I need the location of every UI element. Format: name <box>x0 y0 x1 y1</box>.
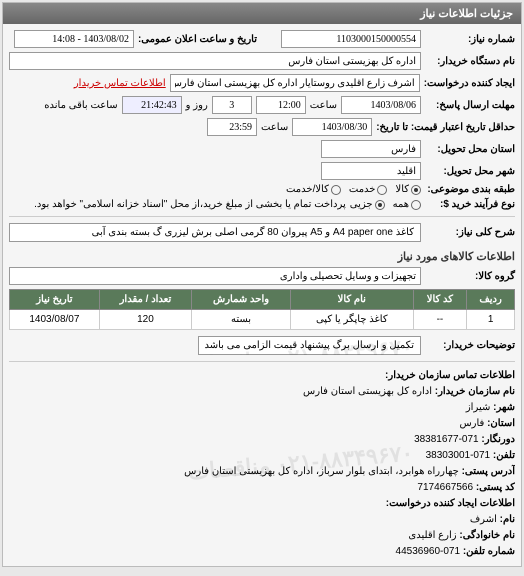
days-label: روز و <box>186 100 208 111</box>
deadline-date-input[interactable] <box>341 96 421 114</box>
need-code-value: کاغذ A4 paper one و A5 پیروان 80 گرمی اص… <box>9 223 421 242</box>
table-cell: کاغذ چاپگر یا کپی <box>291 310 414 330</box>
process-note: پرداخت تمام یا بخشی از مبلغ خرید،از محل … <box>34 199 346 210</box>
radio-khadamat[interactable]: خدمت <box>349 184 388 195</box>
contact-block: اطلاعات تماس سازمان خریدار: نام سازمان خ… <box>9 368 515 560</box>
table-row[interactable]: 1--کاغذ چاپگر یا کپیبسته1201403/08/07 <box>10 310 515 330</box>
address-value: چهارراه هوابرد، ابتدای بلوار سرباز، ادار… <box>184 466 459 477</box>
need-details-panel: جزئیات اطلاعات نیاز شماره نیاز: تاریخ و … <box>2 2 522 567</box>
process-label: نوع فرآیند خرید $: <box>425 199 515 210</box>
radio-dot-icon <box>377 185 387 195</box>
desc-value: تکمیل و ارسال برگ پیشنهاد قیمت الزامی می… <box>198 336 422 355</box>
contact-city-label: شهر: <box>493 402 515 413</box>
contact-province-value: فارس <box>459 418 484 429</box>
table-header: تعداد / مقدار <box>99 290 191 310</box>
table-header-row: ردیفکد کالانام کالاواحد شمارشتعداد / مقد… <box>10 290 515 310</box>
phone-value: 071-38303001 <box>426 450 491 461</box>
days-remaining-input[interactable] <box>212 96 252 114</box>
table-cell: بسته <box>192 310 291 330</box>
panel-title: جزئیات اطلاعات نیاز <box>3 3 521 24</box>
subject-type-label: طبقه بندی موضوعی: <box>425 184 515 195</box>
city-label: شهر محل تحویل: <box>425 166 515 177</box>
radio-kala-khadamat[interactable]: کالا/خدمت <box>286 184 341 195</box>
remain-time-input[interactable] <box>122 96 182 114</box>
creator-label: ایجاد کننده درخواست: <box>424 78 515 89</box>
panel-body: شماره نیاز: تاریخ و ساعت اعلان عمومی: نا… <box>3 24 521 566</box>
validity-time-input[interactable] <box>207 118 257 136</box>
family-value: زارع اقلیدی <box>408 530 456 541</box>
table-cell: 1 <box>467 310 515 330</box>
org-value: اداره کل بهزیستی استان فارس <box>303 386 432 397</box>
table-cell: 120 <box>99 310 191 330</box>
group-label: گروه کالا: <box>425 271 515 282</box>
org-label: نام سازمان خریدار: <box>435 386 515 397</box>
remain-label: ساعت باقی مانده <box>44 100 117 111</box>
province-input[interactable] <box>321 140 421 158</box>
radio-dot-icon <box>375 200 385 210</box>
name-label: نام: <box>500 514 515 525</box>
name-value: اشرف <box>470 514 497 525</box>
province-label: استان محل تحویل: <box>425 144 515 155</box>
req-no-input[interactable] <box>281 30 421 48</box>
creator-input[interactable] <box>170 74 420 92</box>
postal-value: 7174667566 <box>417 482 473 493</box>
contact-city-value: شیراز <box>466 402 491 413</box>
pub-datetime-input[interactable] <box>14 30 134 48</box>
table-header: کد کالا <box>413 290 467 310</box>
validity-time-label: ساعت <box>261 122 288 133</box>
contact-province-label: استان: <box>487 418 515 429</box>
family-label: نام خانوادگی: <box>459 530 515 541</box>
postal-label: کد پستی: <box>476 482 515 493</box>
fax-value: 071-38381677 <box>414 434 479 445</box>
phone-label: تلفن: <box>493 450 515 461</box>
radio-kala[interactable]: کالا <box>395 184 421 195</box>
deadline-label: مهلت ارسال پاسخ: <box>425 100 515 111</box>
deadline-time-input[interactable] <box>256 96 306 114</box>
table-body: 1--کاغذ چاپگر یا کپیبسته1201403/08/07 <box>10 310 515 330</box>
table-header: تاریخ نیاز <box>10 290 100 310</box>
tel-value: 071-44536960 <box>396 546 461 557</box>
radio-dot-icon <box>331 185 341 195</box>
table-header: واحد شمارش <box>192 290 291 310</box>
validity-label: حداقل تاریخ اعتبار قیمت: تا تاریخ: <box>376 122 515 133</box>
divider <box>9 361 515 362</box>
radio-all[interactable]: همه <box>393 199 421 210</box>
buyer-input[interactable] <box>9 52 421 70</box>
req-creator-title: اطلاعات ایجاد کننده درخواست: <box>386 498 515 509</box>
radio-dot-icon <box>411 185 421 195</box>
table-cell: -- <box>413 310 467 330</box>
radio-partial[interactable]: جزیی <box>350 199 385 210</box>
buyer-label: نام دستگاه خریدار: <box>425 56 515 67</box>
fax-label: دورنگار: <box>481 434 515 445</box>
need-code-label: شرح کلی نیاز: <box>425 227 515 238</box>
desc-label: توضیحات خریدار: <box>425 340 515 351</box>
table-cell: 1403/08/07 <box>10 310 100 330</box>
pub-datetime-label: تاریخ و ساعت اعلان عمومی: <box>138 34 257 45</box>
group-input[interactable] <box>9 267 421 285</box>
process-radios: همه جزیی <box>350 199 421 210</box>
radio-dot-icon <box>411 200 421 210</box>
contact-title: اطلاعات تماس سازمان خریدار: <box>385 370 515 381</box>
items-table: ردیفکد کالانام کالاواحد شمارشتعداد / مقد… <box>9 289 515 330</box>
table-header: نام کالا <box>291 290 414 310</box>
divider <box>9 216 515 217</box>
validity-date-input[interactable] <box>292 118 372 136</box>
subject-type-radios: کالا خدمت کالا/خدمت <box>286 184 421 195</box>
table-header: ردیف <box>467 290 515 310</box>
contact-link[interactable]: اطلاعات تماس خریدار <box>74 78 166 89</box>
req-no-label: شماره نیاز: <box>425 34 515 45</box>
address-label: آدرس پستی: <box>462 466 515 477</box>
items-section-title: اطلاعات کالاهای مورد نیاز <box>9 250 515 263</box>
deadline-time-label: ساعت <box>310 100 337 111</box>
city-input[interactable] <box>321 162 421 180</box>
tel-label: شماره تلفن: <box>463 546 515 557</box>
